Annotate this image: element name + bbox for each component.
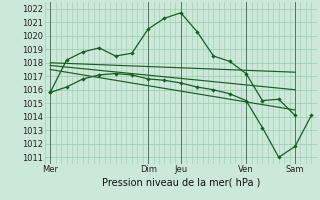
X-axis label: Pression niveau de la mer( hPa ): Pression niveau de la mer( hPa ): [102, 177, 260, 187]
